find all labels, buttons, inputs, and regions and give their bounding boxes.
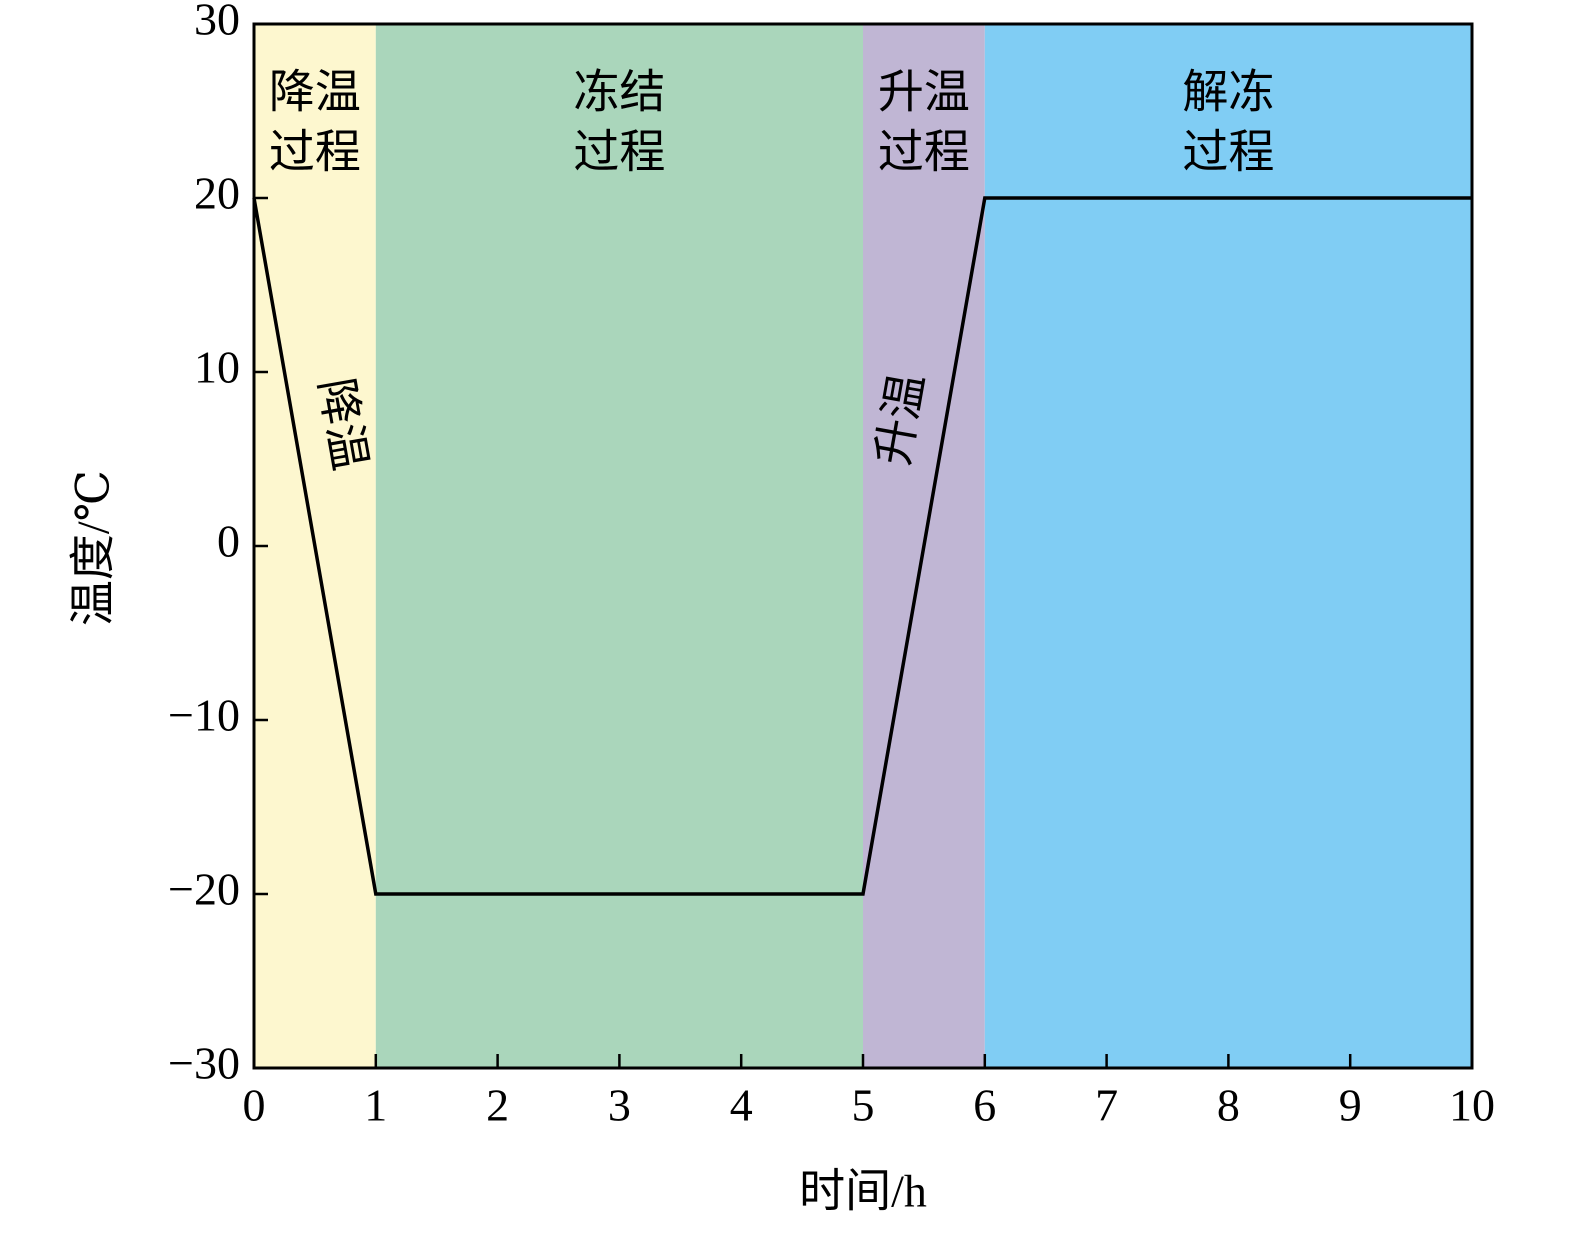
x-tick-label: 5 [852, 1080, 875, 1131]
x-tick-label: 0 [243, 1080, 266, 1131]
x-tick-label: 3 [608, 1080, 631, 1131]
x-tick-label: 1 [364, 1080, 387, 1131]
y-tick-label: −30 [168, 1038, 240, 1089]
line [252, 196, 1472, 896]
x-tick-label: 2 [486, 1080, 509, 1131]
region-label: 冻结 [573, 67, 665, 118]
x-tick-label: 7 [1095, 1080, 1118, 1131]
region-label: 过程 [878, 127, 970, 178]
region [984, 24, 1472, 1068]
y-axis-label: 温度/℃ [68, 470, 119, 626]
y-tick-label: 30 [194, 0, 240, 45]
region-label: 过程 [1182, 127, 1274, 178]
region-label: 降温 [269, 67, 361, 118]
x-tick-label: 9 [1339, 1080, 1362, 1131]
y-tick-label: 20 [194, 168, 240, 219]
y-tick-label: −10 [168, 690, 240, 741]
x-tick-label: 8 [1217, 1080, 1240, 1131]
x-tick-label: 10 [1449, 1080, 1495, 1131]
region-label: 解冻 [1182, 67, 1274, 118]
region-label: 过程 [573, 127, 665, 178]
x-tick-label: 6 [973, 1080, 996, 1131]
plot-frame [252, 22, 1474, 1070]
region-label: 过程 [269, 127, 361, 178]
y-tick-label: −20 [168, 864, 240, 915]
region [375, 24, 863, 1068]
y-tick-label: 0 [217, 516, 240, 567]
x-axis-label: 时间/h [799, 1166, 927, 1217]
y-tick-label: 10 [194, 342, 240, 393]
x-tick-label: 4 [730, 1080, 753, 1131]
region-label: 升温 [878, 67, 970, 118]
